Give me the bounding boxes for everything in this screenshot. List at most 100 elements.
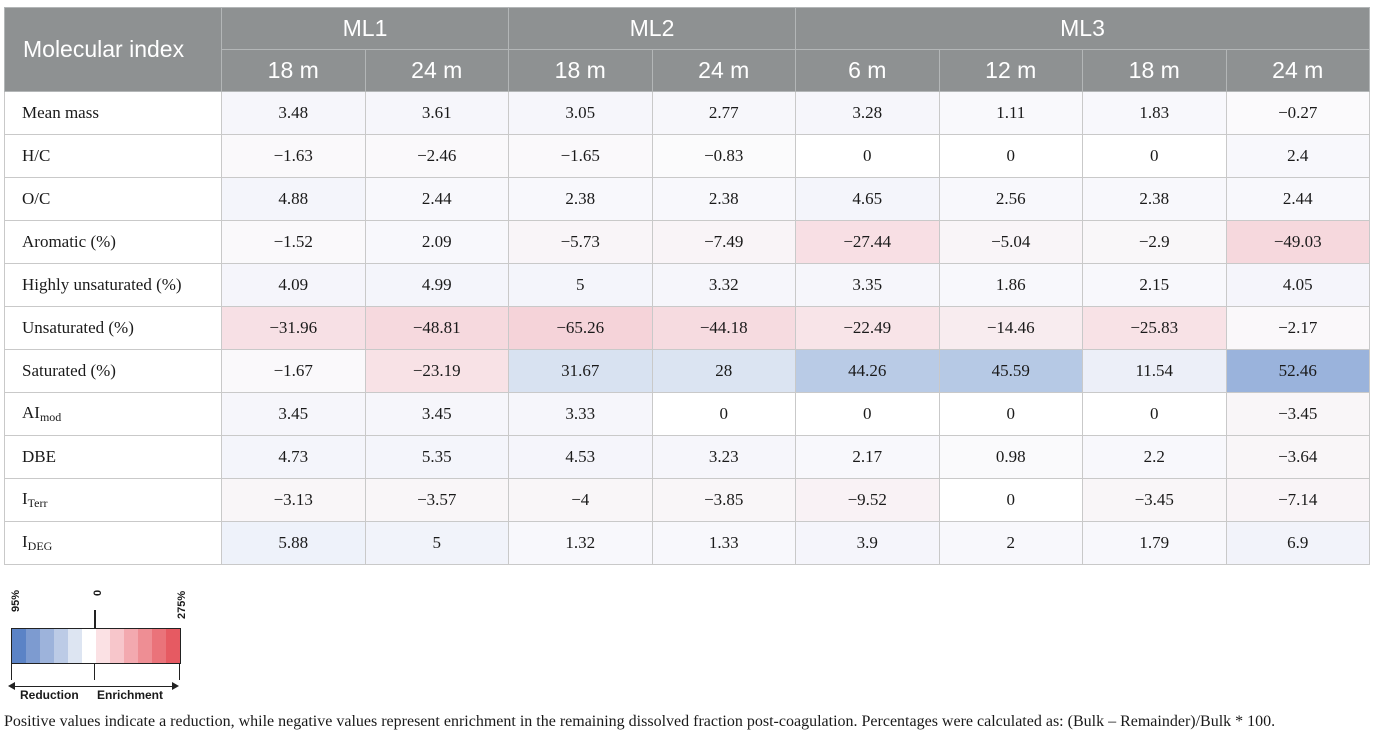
heat-cell: 1.79 — [1082, 521, 1227, 565]
header-depth: 12 m — [938, 49, 1083, 92]
legend-swatch — [40, 629, 54, 663]
legend-swatch — [166, 629, 180, 663]
header-depth: 24 m — [651, 49, 796, 92]
heat-cell: 52.46 — [1225, 349, 1370, 393]
heat-cell: −5.73 — [508, 220, 653, 264]
heat-cell: 3.61 — [364, 91, 509, 135]
table-row: AImod 3.45 3.45 3.33 0 0 0 0 −3.45 — [4, 392, 1370, 436]
legend-swatch — [110, 629, 124, 663]
row-label-text: AI — [22, 403, 40, 422]
heat-cell: 2 — [938, 521, 1083, 565]
heat-cell: 2.15 — [1082, 263, 1227, 307]
row-label: Highly unsaturated (%) — [4, 263, 222, 307]
header-depth: 24 m — [364, 49, 509, 92]
heat-cell: −25.83 — [1082, 306, 1227, 350]
row-label: Saturated (%) — [4, 349, 222, 393]
heat-cell: −23.19 — [364, 349, 509, 393]
heat-cell: 0 — [1082, 134, 1227, 178]
heat-cell: −65.26 — [508, 306, 653, 350]
row-label-text: Aromatic (%) — [22, 232, 116, 251]
heat-cell: 3.45 — [364, 392, 509, 436]
header-depth: 18 m — [1082, 49, 1227, 92]
legend-swatch — [124, 629, 138, 663]
heat-cell: 1.33 — [651, 521, 796, 565]
heat-cell: 3.48 — [221, 91, 366, 135]
heat-cell: 2.17 — [795, 435, 940, 479]
legend-min-label: 95% — [10, 589, 22, 612]
heat-cell: −44.18 — [651, 306, 796, 350]
table-row: O/C 4.88 2.44 2.38 2.38 4.65 2.56 2.38 2.44 — [4, 177, 1370, 221]
row-label: H/C — [4, 134, 222, 178]
heat-cell: 5 — [508, 263, 653, 307]
heat-cell: 3.05 — [508, 91, 653, 135]
heat-cell: 0 — [651, 392, 796, 436]
row-label-text: O/C — [22, 189, 51, 208]
legend-left-tick — [11, 664, 12, 680]
row-label-subscript: mod — [39, 410, 62, 424]
row-label-text: DBE — [22, 447, 56, 466]
legend-swatch — [96, 629, 110, 663]
heat-cell: −7.49 — [651, 220, 796, 264]
heat-cell: 1.11 — [938, 91, 1083, 135]
legend-gradient-bar — [11, 628, 181, 664]
heat-cell: −27.44 — [795, 220, 940, 264]
header-depth: 18 m — [508, 49, 653, 92]
heat-cell: −0.27 — [1225, 91, 1370, 135]
table-body: Mean mass 3.48 3.61 3.05 2.77 3.28 1.11 1.83 −0.… — [4, 91, 1370, 565]
legend-reduction-label: Reduction — [20, 688, 79, 702]
table-header: Molecular index ML1 ML2 ML3 18 m 24 m 18… — [4, 7, 1370, 92]
legend-swatch — [12, 629, 26, 663]
legend-swatch — [82, 629, 96, 663]
legend-mid-tick — [94, 664, 95, 680]
heat-cell: 4.73 — [221, 435, 366, 479]
heat-cell: 3.35 — [795, 263, 940, 307]
header-group-ml1: ML1 — [221, 7, 509, 50]
heat-cell: −0.83 — [651, 134, 796, 178]
heat-cell: 3.45 — [221, 392, 366, 436]
heat-cell: 31.67 — [508, 349, 653, 393]
heat-cell: 0.98 — [938, 435, 1083, 479]
heat-cell: 0 — [938, 392, 1083, 436]
heat-cell: 1.83 — [1082, 91, 1227, 135]
heat-cell: 11.54 — [1082, 349, 1227, 393]
row-label-subscript: Terr — [27, 496, 48, 510]
row-label: IDEG — [4, 521, 222, 565]
heat-cell: −1.67 — [221, 349, 366, 393]
heat-cell: 3.28 — [795, 91, 940, 135]
heat-cell: −14.46 — [938, 306, 1083, 350]
table-row: Saturated (%) −1.67 −23.19 31.67 28 44.26 45.5… — [4, 349, 1370, 393]
header-depth: 18 m — [221, 49, 366, 92]
row-label: O/C — [4, 177, 222, 221]
heat-cell: −31.96 — [221, 306, 366, 350]
heat-cell: 45.59 — [938, 349, 1083, 393]
heat-cell: −2.9 — [1082, 220, 1227, 264]
legend-center-tick — [94, 610, 96, 628]
row-label: ITerr — [4, 478, 222, 522]
row-label-text: Saturated (%) — [22, 361, 116, 380]
heat-cell: 4.05 — [1225, 263, 1370, 307]
heat-cell: −3.64 — [1225, 435, 1370, 479]
heat-cell: −1.63 — [221, 134, 366, 178]
heat-cell: 2.38 — [651, 177, 796, 221]
heat-cell: 2.44 — [364, 177, 509, 221]
heat-cell: −49.03 — [1225, 220, 1370, 264]
heat-cell: −3.57 — [364, 478, 509, 522]
heat-cell: −48.81 — [364, 306, 509, 350]
right-arrow-icon — [172, 682, 179, 690]
heat-cell: −3.45 — [1225, 392, 1370, 436]
table-row: Unsaturated (%) −31.96 −48.81 −65.26 −44.18−… — [4, 306, 1370, 350]
row-label-text: I — [22, 489, 28, 508]
legend-swatch — [68, 629, 82, 663]
heat-cell: 2.44 — [1225, 177, 1370, 221]
heat-cell: 3.23 — [651, 435, 796, 479]
heat-cell: 4.53 — [508, 435, 653, 479]
legend-arrow-line — [14, 686, 172, 687]
row-label: Aromatic (%) — [4, 220, 222, 264]
heat-cell: −4 — [508, 478, 653, 522]
heat-cell: 0 — [1082, 392, 1227, 436]
heatmap-table: Molecular index ML1 ML2 ML3 18 m 24 m 18… — [4, 7, 1370, 565]
heat-cell: 6.9 — [1225, 521, 1370, 565]
table-row: DBE 4.73 5.35 4.53 3.23 2.17 0.98 2.2 −3.64 — [4, 435, 1370, 479]
header-group-row: Molecular index ML1 ML2 ML3 — [4, 7, 1370, 92]
heat-cell: 2.38 — [1082, 177, 1227, 221]
